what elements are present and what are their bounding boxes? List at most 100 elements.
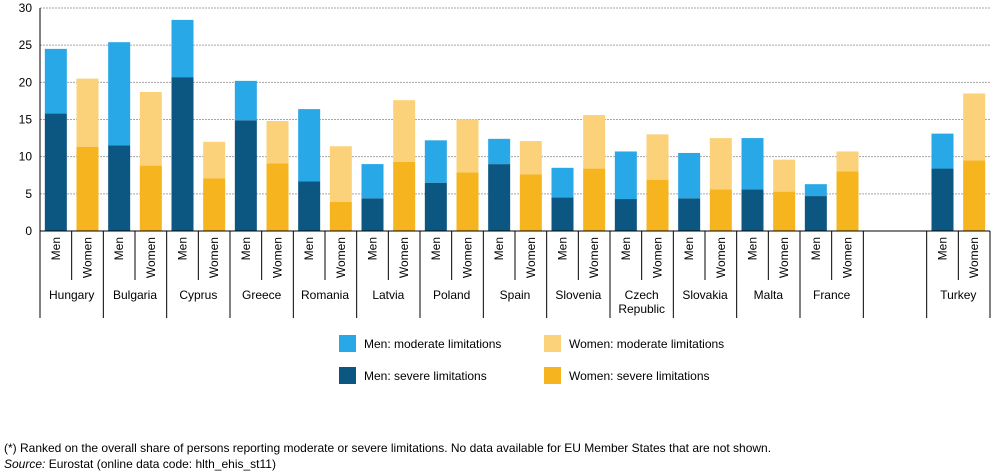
- x-sex-label: Men: [429, 237, 443, 260]
- x-sex-label: Women: [461, 237, 475, 278]
- x-category-label: Spain: [500, 288, 531, 302]
- bar-men-moderate: [171, 19, 194, 78]
- x-sex-label: Men: [682, 237, 696, 260]
- bar-men-moderate: [678, 152, 701, 199]
- x-sex-label: Women: [967, 237, 981, 278]
- gridlines: [40, 7, 990, 195]
- x-sex-label: Men: [366, 237, 380, 260]
- bar-women-moderate: [963, 93, 986, 161]
- legend-item-men-moderate: Men: moderate limitations: [339, 335, 501, 352]
- x-category-label: Greece: [242, 288, 282, 302]
- y-tick-label: 30: [19, 1, 33, 15]
- x-category-label: Malta: [754, 288, 784, 302]
- bar-women-moderate: [583, 115, 606, 169]
- bar-chart: 0 5 10 15 20 25 30 Men Women Hungary Men Women Bulg…: [19, 1, 991, 318]
- bar-women-severe: [266, 163, 289, 231]
- bar-women-severe: [139, 165, 162, 231]
- source-text: Eurostat (online data code: hlth_ehis_st…: [45, 457, 276, 471]
- bar-men-moderate: [44, 48, 67, 114]
- legend-swatch-women-moderate: [544, 335, 561, 352]
- x-category-label: Turkey: [940, 288, 976, 302]
- bar-women-severe: [203, 178, 226, 231]
- bar-women-moderate: [266, 120, 289, 164]
- x-sex-label: Women: [397, 237, 411, 278]
- y-tick-label: 15: [19, 113, 33, 127]
- bar-men-severe: [108, 145, 131, 231]
- x-sex-label: Men: [49, 237, 63, 260]
- x-sex-label: Women: [587, 237, 601, 278]
- bar-women-severe: [709, 189, 732, 231]
- bar-women-moderate: [456, 119, 479, 173]
- bar-women-moderate: [329, 146, 352, 203]
- bar-men-severe: [741, 189, 764, 231]
- bar-men-severe: [551, 197, 574, 231]
- axes: 0 5 10 15 20 25 30: [19, 1, 991, 318]
- bar-men-severe: [234, 120, 257, 231]
- bar-men-moderate: [804, 184, 827, 197]
- bar-women-severe: [836, 171, 859, 231]
- legend-label-women-severe: Women: severe limitations: [569, 368, 710, 383]
- x-sex-label: Women: [841, 237, 855, 278]
- x-sex-label: Women: [714, 237, 728, 278]
- x-sex-label: Women: [777, 237, 791, 278]
- bar-men-moderate: [234, 80, 257, 121]
- bar-men-moderate: [931, 133, 954, 169]
- bar-women-moderate: [393, 100, 416, 162]
- x-sex-label: Men: [239, 237, 253, 260]
- bar-men-severe: [488, 164, 511, 231]
- x-sex-label: Men: [112, 237, 126, 260]
- bar-women-severe: [76, 147, 99, 231]
- bar-women-severe: [583, 168, 606, 231]
- x-category-label: France: [813, 288, 851, 302]
- x-sex-label: Women: [334, 237, 348, 278]
- x-sex-label: Women: [271, 237, 285, 278]
- legend-swatch-men-severe: [339, 367, 356, 384]
- x-sex-label: Men: [619, 237, 633, 260]
- x-category-label: Slovenia: [555, 288, 601, 302]
- legend-swatch-men-moderate: [339, 335, 356, 352]
- bar-men-severe: [298, 181, 321, 231]
- x-category-label: Romania: [301, 288, 349, 302]
- x-category-label: Bulgaria: [113, 288, 157, 302]
- x-sex-label: Women: [81, 237, 95, 278]
- bar-men-moderate: [614, 151, 637, 200]
- bar-women-severe: [773, 191, 796, 231]
- x-sex-label: Men: [492, 237, 506, 260]
- bar-women-moderate: [139, 91, 162, 166]
- x-category-label: Hungary: [49, 288, 94, 302]
- bar-women-moderate: [76, 78, 99, 148]
- source-label: Source:: [4, 457, 46, 471]
- bar-women-moderate: [709, 138, 732, 190]
- bar-men-moderate: [741, 138, 764, 190]
- bar-men-severe: [171, 77, 194, 231]
- x-sex-label: Women: [207, 237, 221, 278]
- legend-item-women-severe: Women: severe limitations: [544, 367, 710, 384]
- x-sex-label: Women: [651, 237, 665, 278]
- bar-series: [44, 19, 986, 231]
- x-category-label: Poland: [433, 288, 470, 302]
- bar-men-moderate: [108, 42, 131, 146]
- y-tick-label: 5: [25, 187, 32, 201]
- x-sex-label: Women: [144, 237, 158, 278]
- x-category-label: Slovakia: [682, 288, 728, 302]
- x-sex-label: Men: [556, 237, 570, 260]
- legend-label-men-moderate: Men: moderate limitations: [364, 336, 502, 351]
- bar-men-moderate: [551, 167, 574, 198]
- x-category-label: Latvia: [372, 288, 404, 302]
- bar-women-severe: [963, 160, 986, 231]
- bar-women-severe: [646, 179, 669, 231]
- bar-women-severe: [329, 202, 352, 231]
- bar-men-severe: [614, 199, 637, 231]
- bar-women-severe: [456, 172, 479, 231]
- bar-women-severe: [393, 161, 416, 231]
- bar-men-severe: [424, 182, 447, 231]
- bar-men-moderate: [488, 138, 511, 165]
- legend-label-women-moderate: Women: moderate limitations: [569, 336, 725, 351]
- bar-men-moderate: [361, 164, 384, 199]
- x-sex-label: Men: [936, 237, 950, 260]
- y-tick-label: 0: [25, 224, 32, 238]
- category-labels: Men Women Hungary Men Women Bulgaria Men Women C…: [49, 237, 981, 316]
- legend-item-men-severe: Men: severe limitations: [339, 367, 487, 384]
- bar-women-moderate: [836, 151, 859, 172]
- bar-women-moderate: [646, 134, 669, 180]
